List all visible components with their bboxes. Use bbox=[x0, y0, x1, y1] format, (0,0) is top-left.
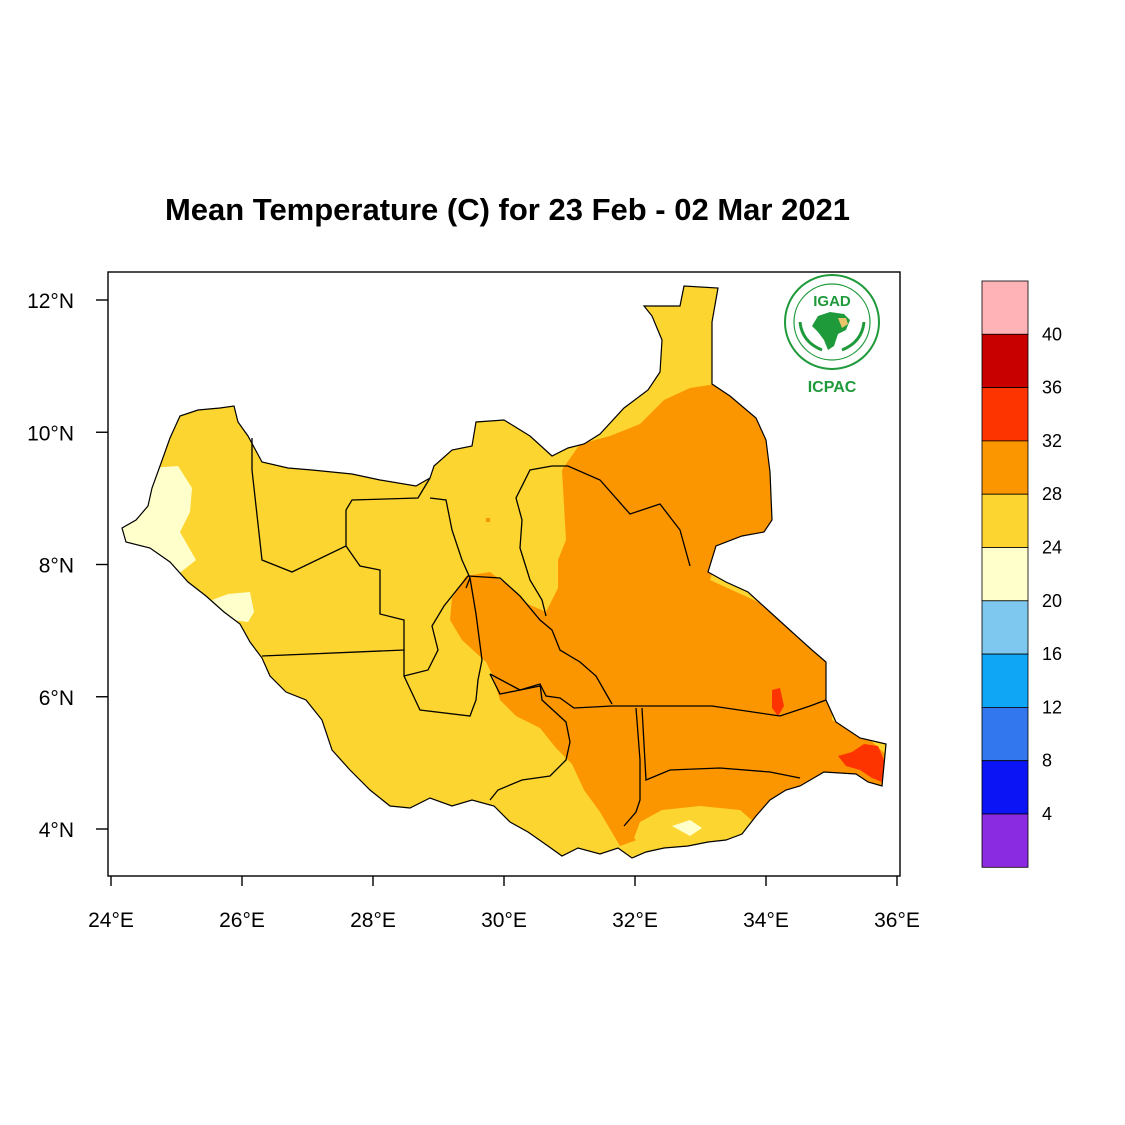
y-tick-label: 12°N bbox=[27, 290, 74, 313]
wreath-left-icon bbox=[798, 321, 823, 352]
x-axis: 24°E 26°E 28°E 30°E 32°E 34°E 36°E bbox=[88, 876, 920, 932]
x-tick-label: 28°E bbox=[350, 909, 396, 932]
colorbar-segment bbox=[981, 333, 1029, 388]
state-boundaries bbox=[251, 438, 827, 827]
colorbar-segment bbox=[981, 760, 1029, 815]
colorbar-segment bbox=[981, 280, 1029, 335]
region-20-24-southwest bbox=[212, 592, 254, 622]
colorbar-label: 16 bbox=[1042, 644, 1062, 664]
colorbar-segment bbox=[981, 600, 1029, 655]
colorbar-label: 28 bbox=[1042, 484, 1062, 504]
region-32-36-east-tip bbox=[838, 744, 884, 782]
colorbar-label: 4 bbox=[1042, 804, 1052, 824]
colorbar-label: 40 bbox=[1042, 324, 1062, 344]
region-20-24-west bbox=[122, 466, 196, 576]
horn-region-icon bbox=[838, 318, 848, 328]
x-tick-label: 32°E bbox=[612, 909, 658, 932]
y-tick-label: 6°N bbox=[39, 687, 74, 710]
colorbar-label: 20 bbox=[1042, 591, 1062, 611]
x-tick-label: 34°E bbox=[743, 909, 789, 932]
map-title: Mean Temperature (C) for 23 Feb - 02 Mar… bbox=[164, 192, 851, 227]
y-tick-label: 4°N bbox=[39, 819, 74, 842]
colorbar-label: 24 bbox=[1042, 538, 1062, 558]
colorbar-segment bbox=[981, 813, 1029, 868]
colorbar-label: 12 bbox=[1042, 697, 1062, 717]
colorbar-label: 8 bbox=[1042, 751, 1052, 771]
colorbar-label: 36 bbox=[1042, 378, 1062, 398]
colorbar-segment bbox=[981, 707, 1029, 762]
logo-top-text: IGAD bbox=[813, 293, 851, 310]
igad-icpac-logo: IGAD ICPAC bbox=[784, 274, 880, 396]
small-orange-spot bbox=[486, 518, 490, 522]
colorbar-segment bbox=[981, 440, 1029, 495]
logo-bottom-text: ICPAC bbox=[808, 379, 857, 396]
temperature-field bbox=[122, 286, 886, 858]
colorbar: 40 36 32 28 24 20 16 12 8 4 bbox=[981, 280, 1062, 868]
colorbar-segment bbox=[981, 547, 1029, 602]
x-tick-label: 26°E bbox=[219, 909, 265, 932]
wreath-right-icon bbox=[841, 321, 866, 352]
y-tick-label: 8°N bbox=[39, 555, 74, 578]
region-28-32-east bbox=[450, 384, 886, 846]
y-tick-label: 10°N bbox=[27, 422, 74, 445]
colorbar-segment bbox=[981, 653, 1029, 708]
y-axis: 4°N 6°N 8°N 10°N 12°N bbox=[27, 290, 108, 842]
x-tick-label: 30°E bbox=[481, 909, 527, 932]
region-32-36-spot bbox=[772, 688, 784, 716]
x-tick-label: 24°E bbox=[88, 909, 134, 932]
region-20-24-south bbox=[672, 820, 702, 836]
colorbar-label: 32 bbox=[1042, 431, 1062, 451]
colorbar-segment bbox=[981, 493, 1029, 548]
colorbar-segment bbox=[981, 387, 1029, 442]
x-tick-label: 36°E bbox=[874, 909, 920, 932]
